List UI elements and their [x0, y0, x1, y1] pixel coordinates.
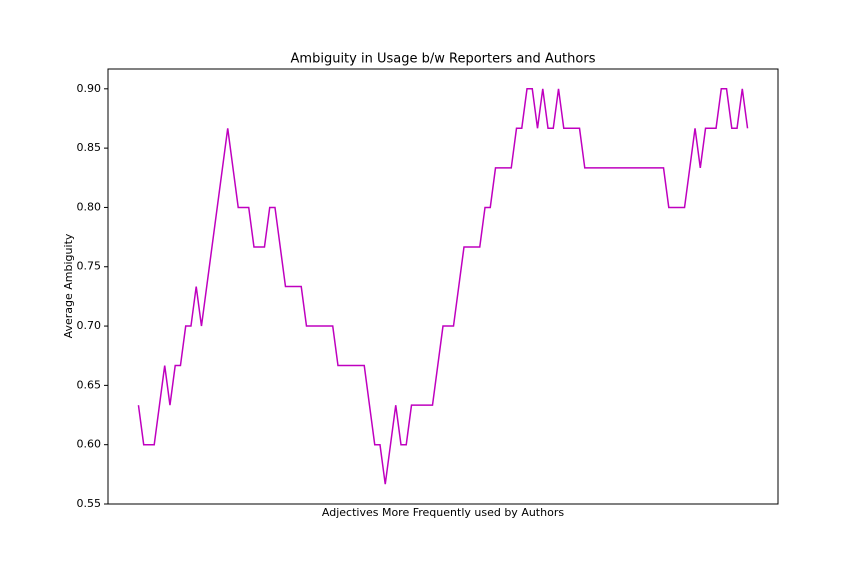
plot-frame	[107, 68, 779, 505]
y-tick-label: 0.65	[77, 378, 102, 391]
chart-title: Ambiguity in Usage b/w Reporters and Aut…	[291, 52, 596, 67]
y-tick-label: 0.85	[77, 141, 102, 154]
line	[137, 88, 749, 485]
y-tick-label: 0.70	[77, 319, 102, 332]
y-axis-label: Average Ambiguity	[62, 233, 75, 338]
y-tick-label: 0.75	[77, 260, 102, 273]
x-axis-label: Adjectives More Frequently used by Autho…	[322, 506, 564, 519]
y-tick-label: 0.80	[77, 200, 102, 213]
y-tick-label: 0.55	[77, 497, 102, 510]
y-tick-label: 0.90	[77, 82, 102, 95]
y-tick-label: 0.60	[77, 438, 102, 451]
